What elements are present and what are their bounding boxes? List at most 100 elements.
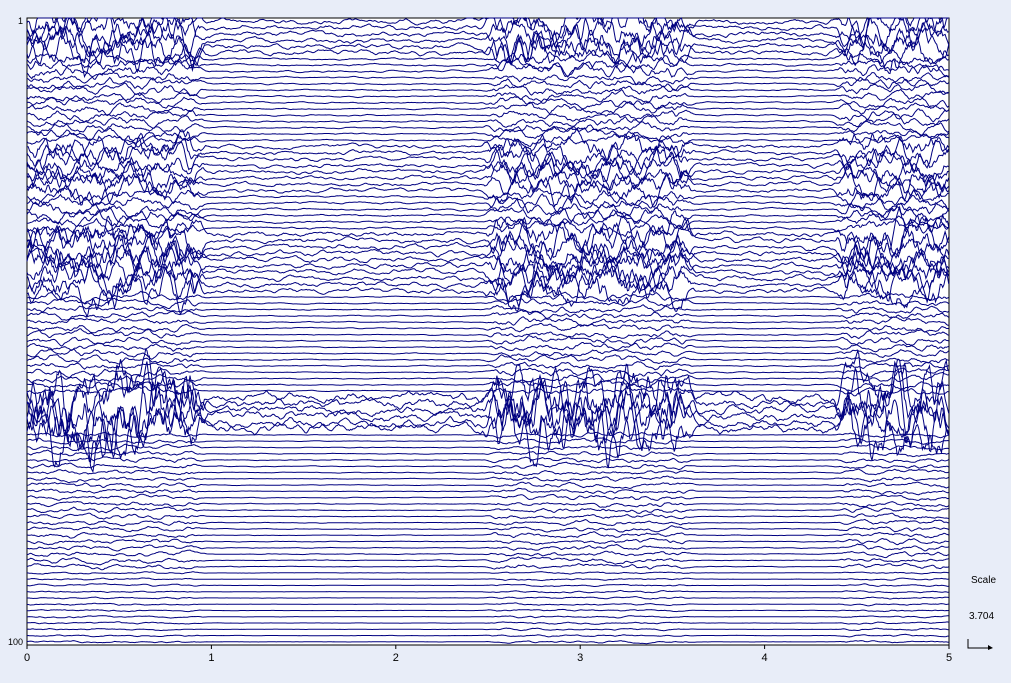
channel-trace-88 — [26, 563, 949, 571]
channel-trace-66 — [26, 381, 950, 474]
channel-trace-58 — [26, 371, 949, 386]
channel-trace-24 — [26, 145, 949, 184]
channel-trace-49 — [26, 316, 949, 328]
channel-trace-38 — [26, 225, 949, 276]
channel-trace-82 — [26, 525, 949, 533]
channel-trace-78 — [26, 500, 949, 508]
channel-trace-8 — [26, 54, 949, 78]
channel-trace-98 — [26, 627, 949, 632]
channel-trace-73 — [26, 468, 949, 477]
channel-trace-21 — [27, 127, 950, 165]
channel-trace-48 — [26, 309, 950, 321]
channel-trace-94 — [27, 602, 949, 607]
x-tick-label-4: 4 — [762, 652, 768, 664]
channel-trace-84 — [26, 537, 949, 546]
channel-trace-76 — [26, 487, 949, 496]
channel-trace-90 — [26, 577, 949, 582]
channel-trace-46 — [26, 297, 949, 310]
channel-label-group: 1 100 — [8, 16, 23, 647]
channel-trace-25 — [26, 151, 949, 189]
channel-trace-91 — [27, 583, 949, 588]
channel-trace-35 — [26, 205, 950, 254]
channel-trace-6 — [26, 23, 949, 79]
channel-trace-69 — [26, 443, 949, 452]
channel-trace-43 — [26, 258, 950, 307]
channel-trace-27 — [26, 163, 950, 202]
channel-trace-97 — [26, 621, 949, 625]
channel-trace-51 — [26, 328, 949, 340]
channel-trace-44 — [26, 266, 949, 319]
channel-trace-10 — [26, 71, 949, 86]
channel-trace-81 — [26, 518, 949, 527]
channel-trace-31 — [26, 197, 950, 220]
channel-trace-33 — [26, 210, 949, 231]
x-tick-label-5: 5 — [946, 652, 952, 664]
channel-trace-79 — [26, 506, 949, 514]
channel-trace-57 — [26, 367, 949, 379]
channel-trace-71 — [26, 456, 949, 464]
channel-trace-26 — [26, 158, 950, 202]
channel-trace-20 — [26, 132, 949, 148]
channel-trace-86 — [26, 549, 949, 559]
channel-trace-68 — [26, 437, 949, 445]
channel-trace-50 — [26, 322, 949, 334]
channel-trace-7 — [26, 48, 949, 68]
channel-trace-39 — [26, 235, 950, 285]
channel-trace-77 — [26, 493, 949, 501]
channel-trace-16 — [26, 108, 950, 123]
channel-trace-67 — [26, 431, 949, 439]
channel-trace-47 — [26, 304, 949, 314]
channel-trace-19 — [26, 125, 950, 144]
channel-trace-99 — [26, 633, 949, 638]
channel-trace-70 — [26, 449, 949, 458]
channel-trace-36 — [26, 210, 950, 265]
channel-trace-9 — [26, 57, 949, 80]
channel-trace-13 — [26, 88, 949, 104]
plot-area — [26, 17, 950, 646]
x-tick-label-0: 0 — [24, 652, 30, 664]
channel-trace-83 — [26, 531, 949, 539]
channel-trace-55 — [26, 354, 949, 365]
x-axis: 0 1 2 3 4 5 — [24, 645, 952, 664]
channel-trace-56 — [26, 361, 949, 371]
scale-bar-icon[interactable] — [967, 638, 995, 650]
trace-group — [26, 16, 950, 645]
channel-trace-14 — [26, 96, 950, 110]
channel-trace-53 — [26, 342, 949, 353]
channel-trace-45 — [26, 290, 949, 305]
channel-trace-92 — [26, 589, 949, 594]
channel-trace-95 — [26, 608, 949, 613]
channel-trace-30 — [26, 193, 949, 213]
channel-trace-4 — [26, 17, 949, 69]
channel-trace-59 — [26, 379, 949, 393]
channel-trace-28 — [26, 172, 950, 208]
channel-trace-22 — [26, 133, 950, 174]
x-tick-label-2: 2 — [393, 652, 399, 664]
x-tick-label-1: 1 — [208, 652, 214, 664]
channel-trace-15 — [26, 100, 950, 116]
channel-trace-37 — [26, 216, 949, 268]
channel-trace-11 — [26, 76, 950, 92]
channel-trace-5 — [26, 18, 950, 66]
scale-title: Scale — [971, 575, 997, 586]
channel-trace-63 — [26, 349, 950, 450]
channel-trace-65 — [26, 378, 950, 469]
channel-label-last: 100 — [8, 637, 23, 647]
channel-label-first: 1 — [18, 16, 23, 26]
channel-trace-85 — [26, 543, 949, 552]
channel-trace-75 — [26, 481, 949, 490]
channel-trace-3 — [26, 16, 950, 59]
channel-trace-93 — [27, 596, 949, 600]
channel-trace-17 — [26, 112, 950, 129]
channel-trace-32 — [26, 206, 949, 229]
channel-trace-100 — [26, 640, 949, 645]
channel-trace-41 — [26, 245, 950, 294]
channel-trace-96 — [26, 615, 949, 619]
channel-trace-74 — [26, 475, 949, 484]
channel-trace-87 — [26, 556, 949, 566]
channel-trace-12 — [26, 82, 949, 97]
channel-trace-29 — [26, 186, 949, 207]
channel-trace-80 — [26, 512, 949, 520]
x-tick-label-3: 3 — [577, 652, 583, 664]
